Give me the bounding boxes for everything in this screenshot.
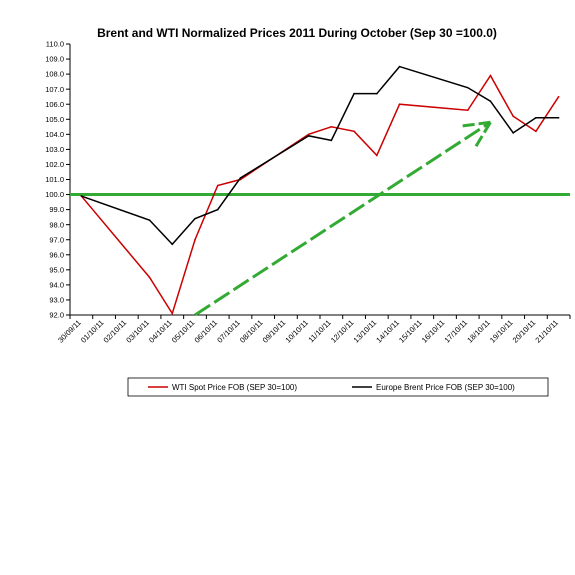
brent-data-point [80, 195, 83, 197]
y-tick-label: 96.0 [49, 250, 64, 259]
y-tick-label: 110.0 [46, 40, 64, 49]
x-tick-label: 12/10/11 [329, 318, 356, 345]
y-tick-label: 107.0 [45, 85, 64, 94]
x-tick-label: 05/10/11 [170, 318, 197, 345]
wti-data-point [466, 109, 469, 112]
x-tick-label: 15/10/11 [397, 318, 424, 345]
brent-data-point [466, 86, 469, 89]
x-tick-label: 11/10/11 [307, 318, 333, 344]
y-tick-label: 103.0 [45, 145, 64, 154]
y-tick-label: 106.0 [45, 100, 64, 109]
x-tick-label: 02/10/11 [102, 318, 129, 345]
brent-data-point [239, 177, 242, 179]
y-tick-label: 102.0 [45, 160, 64, 169]
brent-data-point [376, 92, 378, 95]
x-tick-label: 16/10/11 [420, 318, 447, 345]
y-tick-label: 98.0 [49, 220, 64, 229]
plot-area [70, 44, 570, 315]
brent-data-point [148, 219, 151, 221]
trend-arrow-head [460, 120, 491, 128]
x-tick-label: 14/10/11 [374, 318, 401, 345]
x-tick-label: 06/10/11 [193, 318, 220, 345]
y-tick-label: 95.0 [49, 265, 64, 274]
x-tick-label: 08/10/11 [238, 318, 265, 345]
brent-data-point [330, 139, 333, 142]
wti-data-point [216, 184, 219, 187]
y-tick-label: 92.0 [49, 311, 64, 320]
wti-data-point [376, 154, 378, 157]
legend: WTI Spot Price FOB (SEP 30=100) Europe B… [127, 377, 549, 397]
x-tick-label: 19/10/11 [488, 318, 515, 345]
brent-series-line [81, 65, 559, 246]
x-tick-label: 04/10/11 [147, 318, 174, 345]
wti-data-point [307, 133, 310, 136]
y-axis: 92.0 93.0 94.0 95.0 96.0 97.0 98.0 99.0 100.0 101… [45, 40, 71, 320]
brent-data-point [307, 135, 310, 137]
wti-data-point [557, 95, 560, 98]
x-tick-label: 18/10/11 [465, 318, 492, 345]
x-axis: 30/09/1101/10/1102/10/1103/10/1104/10/11… [56, 314, 571, 345]
brent-data-point [535, 116, 537, 119]
wti-data-point [398, 103, 401, 106]
brent-data-point [353, 92, 355, 95]
wti-data-point [512, 115, 514, 118]
brent-data-point [557, 116, 560, 119]
brent-data-point [194, 217, 196, 220]
wti-series-line [80, 74, 560, 316]
y-tick-label: 101.0 [45, 175, 64, 184]
series-lines [80, 65, 560, 316]
wti-data-point [171, 312, 174, 315]
brent-data-point [489, 100, 492, 103]
brent-data-point [398, 65, 401, 68]
annotations [70, 120, 570, 317]
legend-label-wti: WTI Spot Price FOB (SEP 30=100) [172, 383, 297, 392]
y-tick-label: 104.0 [45, 130, 64, 139]
y-tick-label: 99.0 [49, 205, 64, 214]
y-tick-label: 93.0 [49, 296, 64, 305]
wti-data-point [148, 276, 151, 279]
x-tick-label: 20/10/11 [511, 318, 538, 345]
y-tick-label: 97.0 [49, 235, 64, 244]
brent-data-point [171, 243, 174, 246]
wti-data-point [489, 74, 492, 77]
legend-label-brent: Europe Brent Price FOB (SEP 30=100) [376, 383, 515, 392]
x-tick-label: 09/10/11 [261, 318, 288, 345]
x-tick-label: 01/10/11 [79, 318, 106, 345]
y-tick-label: 94.0 [49, 280, 64, 289]
x-tick-label: 21/10/11 [533, 318, 560, 345]
trend-arrow [194, 121, 492, 317]
x-tick-label: 07/10/11 [215, 318, 242, 345]
wti-data-point [194, 238, 196, 241]
x-tick-label: 13/10/11 [352, 318, 379, 345]
x-tick-label: 03/10/11 [124, 318, 151, 345]
x-tick-label: 17/10/11 [443, 318, 470, 345]
x-tick-label: 30/09/11 [56, 318, 83, 345]
y-tick-label: 100.0 [45, 190, 64, 199]
chart-title: Brent and WTI Normalized Prices 2011 Dur… [97, 26, 497, 40]
brent-data-point [216, 208, 219, 211]
y-tick-label: 108.0 [45, 70, 64, 79]
trend-arrow-head [473, 121, 492, 149]
brent-data-point [512, 132, 514, 134]
x-tick-label: 10/10/11 [283, 318, 310, 345]
y-tick-label: 105.0 [45, 115, 64, 124]
wti-data-point [535, 130, 537, 133]
legend-box [127, 377, 549, 397]
wti-data-point [353, 130, 355, 133]
wti-data-point [330, 126, 333, 128]
y-tick-label: 109.0 [45, 55, 64, 64]
